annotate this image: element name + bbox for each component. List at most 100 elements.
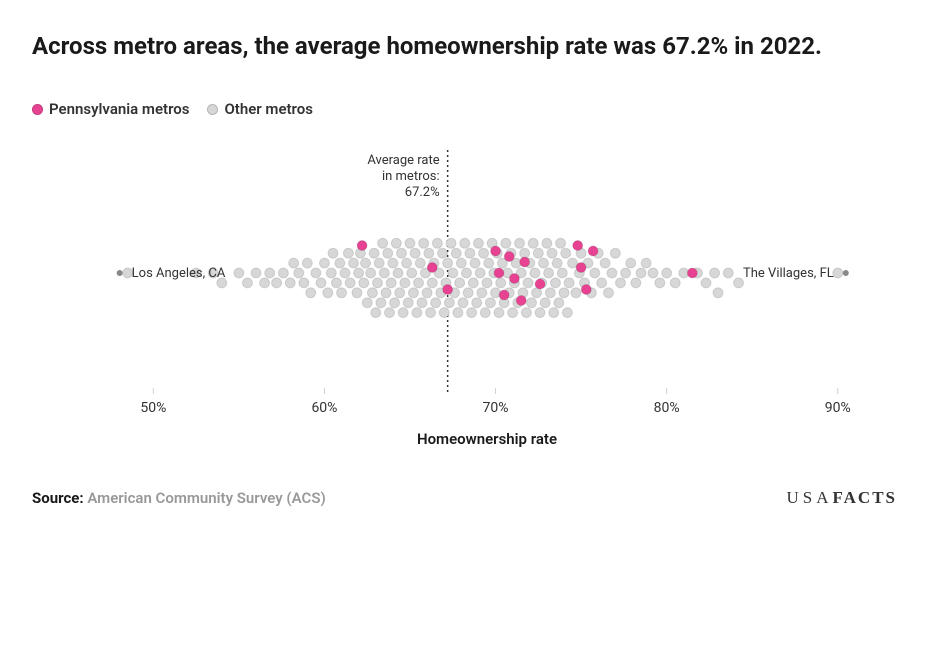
data-point: [461, 268, 471, 278]
data-point: [362, 298, 372, 308]
data-point: [376, 298, 386, 308]
legend: Pennsylvania metros Other metros: [32, 100, 897, 118]
data-point: [371, 308, 381, 318]
data-point: [378, 238, 388, 248]
logo-part1: USA: [787, 488, 833, 507]
data-point: [670, 278, 680, 288]
legend-dot-primary: [32, 104, 43, 115]
data-point: [323, 288, 333, 298]
callout-marker: [117, 270, 123, 276]
data-point: [460, 238, 470, 248]
data-point: [662, 268, 672, 278]
data-point: [381, 288, 391, 298]
usafacts-logo: USAFACTS: [787, 488, 898, 508]
data-point: [467, 308, 477, 318]
data-point: [465, 248, 475, 258]
svg-text:50%: 50%: [140, 400, 166, 416]
svg-text:in metros:: in metros:: [382, 169, 440, 184]
data-point-primary: [516, 296, 526, 306]
data-point: [251, 268, 261, 278]
data-point-primary: [357, 241, 367, 251]
legend-label-primary: Pennsylvania metros: [49, 100, 189, 118]
data-point: [388, 258, 398, 268]
svg-text:80%: 80%: [654, 400, 680, 416]
data-point: [424, 248, 434, 258]
data-point: [501, 238, 511, 248]
data-point: [400, 278, 410, 288]
beeswarm-chart: 50%60%70%80%90%Homeownership rateAverage…: [32, 148, 897, 448]
svg-text:67.2%: 67.2%: [405, 185, 440, 200]
data-point: [636, 268, 646, 278]
legend-label-secondary: Other metros: [224, 100, 312, 118]
data-point: [473, 238, 483, 248]
data-point: [414, 278, 424, 288]
data-point: [448, 268, 458, 278]
chart-area: 50%60%70%80%90%Homeownership rateAverage…: [32, 148, 897, 448]
data-point: [463, 288, 473, 298]
source: Source: American Community Survey (ACS): [32, 489, 326, 507]
data-point-primary: [491, 246, 501, 256]
svg-text:Average rate: Average rate: [367, 153, 439, 168]
data-point: [590, 268, 600, 278]
data-point: [542, 238, 552, 248]
data-point: [554, 298, 564, 308]
data-point: [475, 268, 485, 278]
data-point: [331, 278, 341, 288]
svg-text:Homeownership rate: Homeownership rate: [417, 430, 557, 448]
data-point: [470, 258, 480, 268]
data-point: [372, 278, 382, 288]
data-point: [723, 268, 733, 278]
data-point: [571, 288, 581, 298]
svg-text:90%: 90%: [825, 400, 851, 416]
legend-item-secondary: Other metros: [207, 100, 312, 118]
data-point-primary: [499, 290, 509, 300]
data-point: [655, 278, 665, 288]
data-point: [710, 268, 720, 278]
data-point: [369, 248, 379, 258]
data-point: [417, 298, 427, 308]
data-point: [648, 268, 658, 278]
data-point: [559, 288, 569, 298]
data-point: [374, 258, 384, 268]
data-point: [521, 308, 531, 318]
data-point: [349, 258, 359, 268]
data-point: [319, 258, 329, 268]
data-point: [306, 288, 316, 298]
data-point: [366, 268, 376, 278]
data-point: [340, 268, 350, 278]
data-point: [458, 298, 468, 308]
data-point-primary: [494, 268, 504, 278]
data-point: [479, 248, 489, 258]
svg-text:70%: 70%: [483, 400, 509, 416]
data-point: [426, 308, 436, 318]
data-point-primary: [576, 263, 586, 273]
data-point-primary: [427, 263, 437, 273]
data-point: [484, 258, 494, 268]
data-point: [335, 258, 345, 268]
data-point: [607, 268, 617, 278]
data-point: [626, 258, 636, 268]
data-point-primary: [687, 268, 697, 278]
data-point: [443, 258, 453, 268]
data-point: [316, 278, 326, 288]
data-point: [403, 298, 413, 308]
data-point: [278, 268, 288, 278]
data-point: [641, 258, 651, 268]
data-point: [260, 278, 270, 288]
data-point: [540, 298, 550, 308]
data-point: [438, 248, 448, 258]
data-point: [337, 288, 347, 298]
data-point-primary: [588, 246, 598, 256]
data-point: [311, 268, 321, 278]
data-point: [552, 258, 562, 268]
data-point: [515, 238, 525, 248]
data-point: [407, 268, 417, 278]
data-point: [713, 288, 723, 298]
data-point: [701, 278, 711, 288]
data-point: [564, 278, 574, 288]
data-point: [343, 248, 353, 258]
data-point: [412, 308, 422, 318]
logo-part2: FACTS: [833, 488, 897, 507]
data-point: [302, 258, 312, 268]
data-point: [597, 278, 607, 288]
